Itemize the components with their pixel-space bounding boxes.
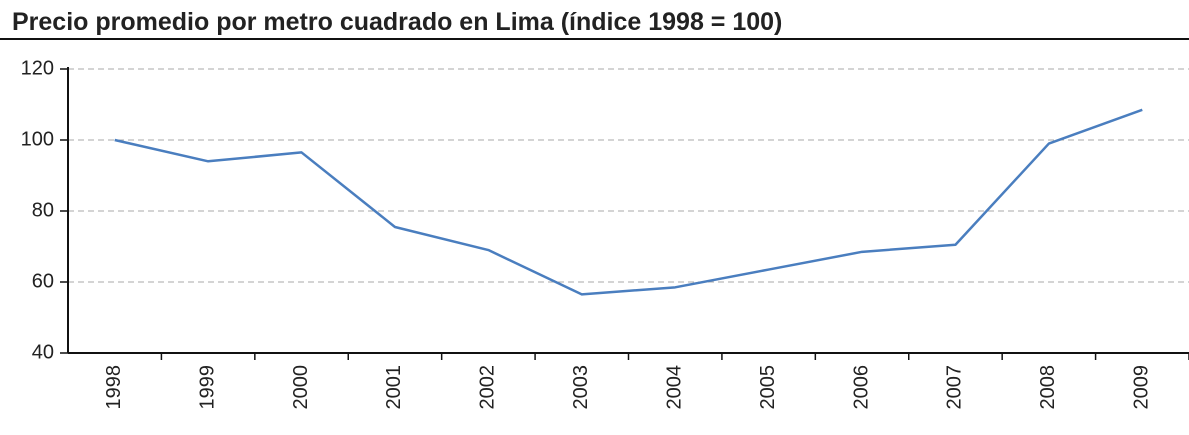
y-tick-label: 100 [21,128,54,150]
x-tick-label: 2004 [663,365,685,410]
y-tick-label: 120 [21,57,54,79]
x-tick-label: 2003 [570,365,592,410]
data-line [114,108,1143,296]
y-tick-label: 40 [32,341,54,363]
x-tick-label: 2005 [757,365,779,410]
x-tick-label: 2002 [477,365,499,410]
x-tick-label: 2000 [290,365,312,410]
y-tick-label: 80 [32,199,54,221]
x-tick-label: 2007 [944,365,966,410]
x-tick-label: 2001 [383,365,405,410]
x-tick-label: 1999 [196,365,218,410]
x-tick-label: 2009 [1131,365,1153,410]
x-tick-label: 2008 [1037,365,1059,410]
x-tick-label: 1998 [103,365,125,410]
y-tick-label: 60 [32,270,54,292]
x-tick-label: 2006 [850,365,872,410]
chart-title: Precio promedio por metro cuadrado en Li… [12,8,782,36]
